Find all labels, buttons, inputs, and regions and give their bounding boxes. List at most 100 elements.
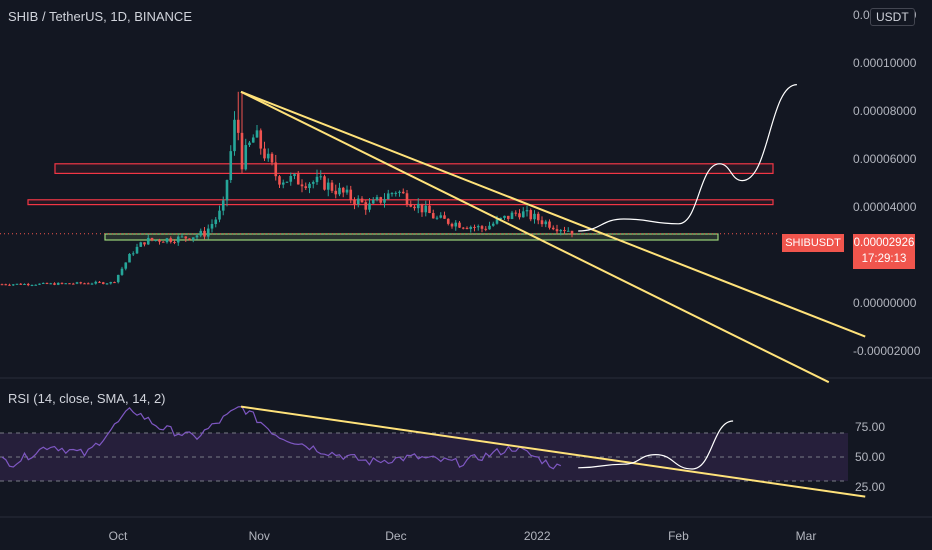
candle-body <box>274 162 278 177</box>
candle-body <box>23 283 26 285</box>
candle-body <box>398 191 401 193</box>
candle-body <box>161 241 165 243</box>
candle-body <box>570 230 574 235</box>
candle-body <box>293 174 296 177</box>
candle-body <box>158 240 161 242</box>
price-axis-tick: 0.00006000 <box>853 152 917 166</box>
candle-body <box>315 176 319 183</box>
candle-body <box>476 226 480 228</box>
candle-body <box>15 283 19 285</box>
candle-body <box>491 223 495 226</box>
candle-body <box>334 190 338 195</box>
candle-body <box>533 213 536 220</box>
candle-body <box>56 282 60 285</box>
rsi-axis-tick: 75.00 <box>855 420 885 434</box>
candle-body <box>563 230 566 232</box>
rsi-title: RSI (14, close, SMA, 14, 2) <box>8 391 166 406</box>
candle-body <box>401 191 405 194</box>
candle-body <box>203 230 206 237</box>
candle-body <box>446 218 450 224</box>
candle-body <box>150 237 154 241</box>
candle-body <box>135 246 139 254</box>
candle-body <box>26 283 30 286</box>
candle-body <box>424 205 428 213</box>
candle-body <box>188 238 191 240</box>
candle-body <box>154 240 158 242</box>
candle-body <box>60 282 64 284</box>
rsi-projection-path <box>578 420 734 470</box>
candle-body <box>285 181 289 183</box>
candle-body <box>506 215 510 219</box>
candle-body <box>113 282 116 284</box>
candle-body <box>259 130 263 149</box>
candle-body <box>165 238 169 243</box>
candle-body <box>64 283 68 285</box>
candle-body <box>128 253 131 263</box>
candle-body <box>428 205 431 214</box>
candle-body <box>75 282 79 284</box>
candle-body <box>484 228 488 230</box>
unit-badge[interactable]: USDT <box>870 8 915 26</box>
candle-body <box>551 227 555 230</box>
candle-body <box>225 180 229 201</box>
candle-body <box>34 284 38 286</box>
candle-body <box>319 176 323 178</box>
candle-body <box>323 176 326 190</box>
candle-body <box>270 153 274 163</box>
rsi-trendline <box>240 405 866 498</box>
candle-body <box>473 226 476 228</box>
candle-body <box>383 199 386 203</box>
candle-body <box>544 221 548 225</box>
candle-body <box>514 212 518 214</box>
candle-body <box>540 220 544 225</box>
candle-body <box>116 274 120 283</box>
candle-body <box>266 153 270 159</box>
candle-body <box>368 203 371 210</box>
time-axis-tick: Feb <box>668 529 689 543</box>
candle-body <box>240 132 244 170</box>
candle-body <box>454 222 458 227</box>
candle-body <box>53 283 56 285</box>
candle-body <box>353 199 356 205</box>
candle-body <box>499 217 503 220</box>
candle-body <box>289 176 293 182</box>
price-axis-tick: 0.00010000 <box>853 56 917 70</box>
candle-countdown: 17:29:13 <box>861 253 907 265</box>
candle-body <box>435 217 439 219</box>
candle-body <box>311 182 315 184</box>
candle-body <box>495 219 499 224</box>
candle-body <box>390 193 394 195</box>
price-projection-path <box>578 84 797 232</box>
symbol-price-tag: SHIBUSDT <box>782 234 844 252</box>
candle-body <box>338 187 341 195</box>
candle-body <box>139 242 143 247</box>
candle-body <box>38 283 41 285</box>
candle-body <box>120 268 124 275</box>
candle-body <box>371 199 375 204</box>
candle-body <box>218 210 221 220</box>
candle-body <box>326 182 330 190</box>
candle-body <box>308 183 311 189</box>
candle-body <box>49 283 53 285</box>
rsi-line <box>1 405 562 470</box>
price-axis-tick: 0.00000000 <box>853 296 917 310</box>
last-price-value: 0.00002926 <box>853 237 915 249</box>
resistance-zone <box>27 199 774 206</box>
candle-body <box>465 227 469 229</box>
candle-body <box>248 142 251 146</box>
candle-body <box>458 222 461 228</box>
price-trendline <box>240 90 866 338</box>
candle-body <box>555 229 559 232</box>
candle-body <box>86 283 90 285</box>
candle-body <box>105 283 109 285</box>
candle-body <box>420 203 424 213</box>
candle-body <box>221 200 225 211</box>
candle-body <box>195 235 199 238</box>
candle-body <box>8 284 11 286</box>
candle-body <box>439 215 443 218</box>
candle-body <box>521 211 525 218</box>
time-axis-tick: 2022 <box>524 529 551 543</box>
time-axis-tick: Oct <box>109 529 128 543</box>
candle-body <box>11 284 15 286</box>
